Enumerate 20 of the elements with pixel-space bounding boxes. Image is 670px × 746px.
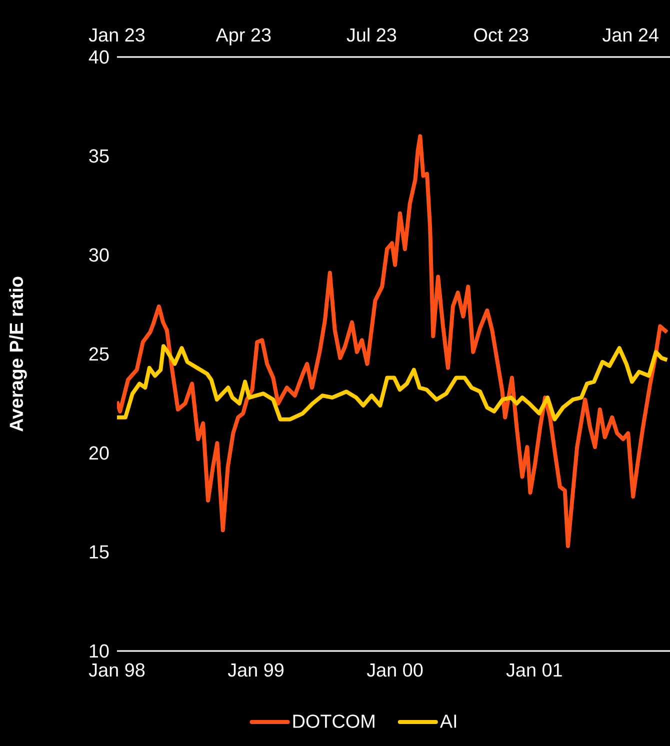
x2-tick-label: Apr 23 bbox=[216, 28, 271, 46]
y-tick-label: 10 bbox=[90, 644, 109, 658]
legend-label: DOTCOM bbox=[293, 714, 374, 728]
x2-tick-label: Jan 23 bbox=[88, 28, 145, 42]
x-tick-label: Jan 98 bbox=[88, 663, 145, 677]
legend-label: AI bbox=[440, 714, 456, 728]
y-tick-label: 20 bbox=[89, 446, 109, 460]
y-tick-label: 40 bbox=[88, 50, 109, 64]
y-tick-label: 25 bbox=[89, 347, 109, 361]
y-tick-label: 35 bbox=[89, 149, 109, 163]
x2-tick-label: Jan 24 bbox=[602, 28, 658, 42]
y-tick-label: 30 bbox=[89, 248, 109, 262]
x-tick-label: Jan 01 bbox=[506, 663, 562, 677]
x-tick-label: Jan 99 bbox=[228, 663, 284, 677]
x-tick-label: Jan 00 bbox=[366, 663, 423, 677]
x2-tick-label: Jul 23 bbox=[346, 28, 396, 42]
x2-tick-label: Oct 23 bbox=[474, 28, 528, 42]
y-axis-title: Average P/E ratio bbox=[9, 276, 27, 432]
line-series bbox=[117, 134, 669, 548]
y-tick-label: 15 bbox=[90, 545, 109, 559]
